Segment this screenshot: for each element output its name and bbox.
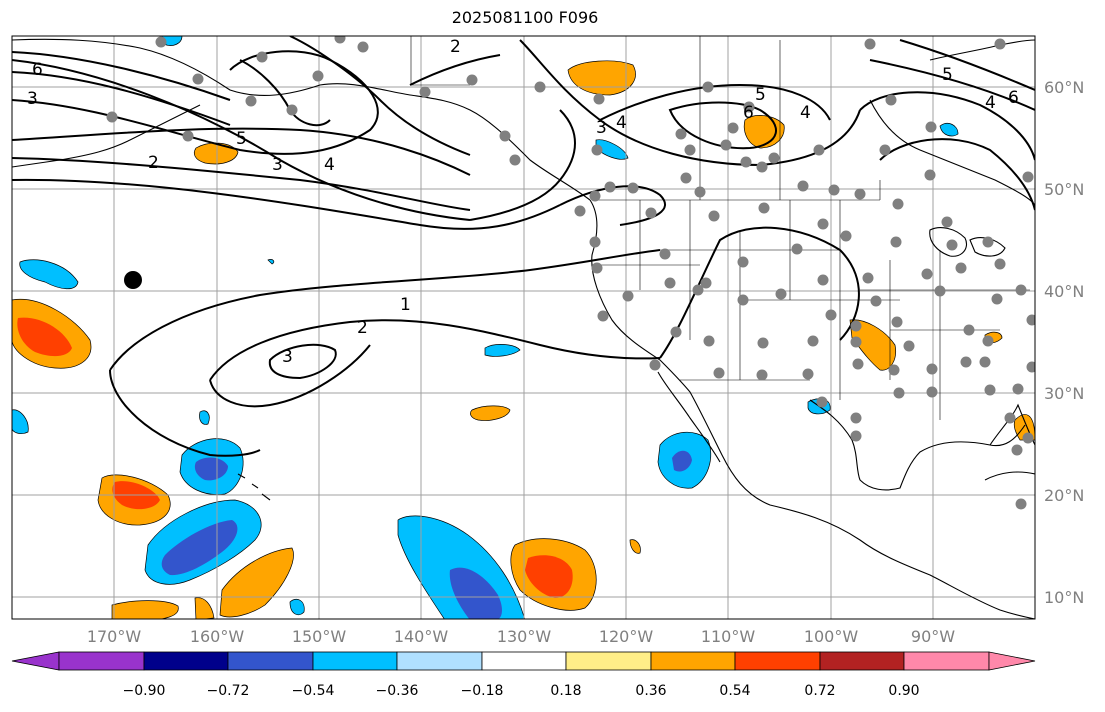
strong-negative-anomaly <box>449 567 502 619</box>
positive-anomaly <box>219 547 294 618</box>
anomaly-shading <box>12 36 1035 619</box>
colorbar-segment <box>58 651 145 671</box>
colorbar-tick-label: 0.36 <box>635 683 667 699</box>
colorbar-segment <box>734 651 821 671</box>
strong-positive-anomaly <box>525 555 573 598</box>
lat-label: 10°N <box>1044 588 1085 607</box>
station-markers <box>106 36 1035 510</box>
lon-label: 100°W <box>803 627 859 646</box>
contour-label: 2 <box>148 153 159 173</box>
negative-anomaly <box>199 410 210 425</box>
colorbar-segment <box>565 651 652 671</box>
lon-label: 170°W <box>86 627 142 646</box>
contour-label: 3 <box>282 347 293 367</box>
contour-label: 4 <box>324 155 335 175</box>
lat-label: 60°N <box>1044 78 1085 97</box>
colorbar-segment <box>227 651 314 671</box>
positive-anomaly <box>629 539 641 554</box>
contour-label: 3 <box>596 118 607 138</box>
colorbar-tick-label: −0.36 <box>375 683 419 699</box>
contour-label: 4 <box>800 103 811 123</box>
colorbar-tick-label: −0.54 <box>291 683 335 699</box>
positive-anomaly <box>470 405 511 421</box>
contour-labels: 6 3 2 5 3 4 2 3 4 5 6 4 6 5 4 1 2 3 <box>27 37 1019 367</box>
colorbar-segment <box>903 651 990 671</box>
contours <box>12 36 1035 457</box>
positive-anomaly <box>111 600 179 619</box>
map-frame <box>11 35 1036 620</box>
lat-label: 40°N <box>1044 282 1085 301</box>
contour-label: 6 <box>1008 88 1019 108</box>
contour-label: 3 <box>272 155 283 175</box>
negative-anomaly <box>939 123 959 137</box>
colorbar-extend-low <box>11 651 60 671</box>
strong-negative-anomaly <box>161 520 238 576</box>
map-title: 2025081100 F096 <box>451 8 599 27</box>
lat-label: 30°N <box>1044 384 1085 403</box>
positive-anomaly <box>194 597 215 619</box>
colorbar-segment <box>481 651 567 671</box>
colorbar-tick-label: −0.72 <box>206 683 250 699</box>
contour-label: 6 <box>32 60 43 80</box>
positive-anomaly <box>193 142 239 165</box>
colorbar-tick-label: 0.90 <box>888 683 920 699</box>
lon-label: 140°W <box>393 627 449 646</box>
negative-anomaly <box>19 259 79 290</box>
contour-label: 2 <box>357 318 368 338</box>
contour-label: 5 <box>755 85 766 105</box>
colorbar-tick-label: −0.90 <box>122 683 166 699</box>
lat-label: 20°N <box>1044 486 1085 505</box>
strong-negative-anomaly <box>194 457 228 481</box>
contour-label: 3 <box>27 89 38 109</box>
colorbar-tick-label: 0.54 <box>719 683 751 699</box>
borders <box>410 36 1030 420</box>
contour-label: 5 <box>236 129 247 149</box>
lon-label: 120°W <box>598 627 654 646</box>
negative-anomaly <box>12 409 29 434</box>
positive-anomaly <box>567 60 636 96</box>
colorbar-segment <box>650 651 736 671</box>
negative-anomaly <box>267 259 275 265</box>
strong-positive-anomaly <box>17 317 73 357</box>
colorbar-segment <box>396 651 483 671</box>
negative-anomaly <box>289 598 305 616</box>
colorbar-tick-label: 0.72 <box>804 683 836 699</box>
colorbar-segment <box>143 651 229 671</box>
colorbar-segment <box>312 651 398 671</box>
colorbar-segment <box>819 651 905 671</box>
lon-label: 150°W <box>291 627 347 646</box>
contour-label: 2 <box>450 37 461 57</box>
contour-label: 4 <box>616 113 627 133</box>
contour-label: 1 <box>400 295 411 315</box>
lat-label: 50°N <box>1044 180 1085 199</box>
lon-label: 130°W <box>496 627 552 646</box>
contour-label: 4 <box>985 93 996 113</box>
contour-label: 5 <box>942 65 953 85</box>
negative-anomaly <box>484 344 521 357</box>
lon-label: 160°W <box>189 627 245 646</box>
colorbar-tick-label: 0.18 <box>550 683 582 699</box>
colorbar <box>11 651 1036 671</box>
strong-negative-anomaly <box>672 450 692 472</box>
highlight-marker <box>124 271 142 289</box>
colorbar-tick-label: −0.18 <box>460 683 504 699</box>
lon-label: 90°W <box>910 627 956 646</box>
lon-label: 110°W <box>700 627 756 646</box>
colorbar-extend-high <box>988 651 1036 671</box>
contour-label: 6 <box>743 103 754 123</box>
